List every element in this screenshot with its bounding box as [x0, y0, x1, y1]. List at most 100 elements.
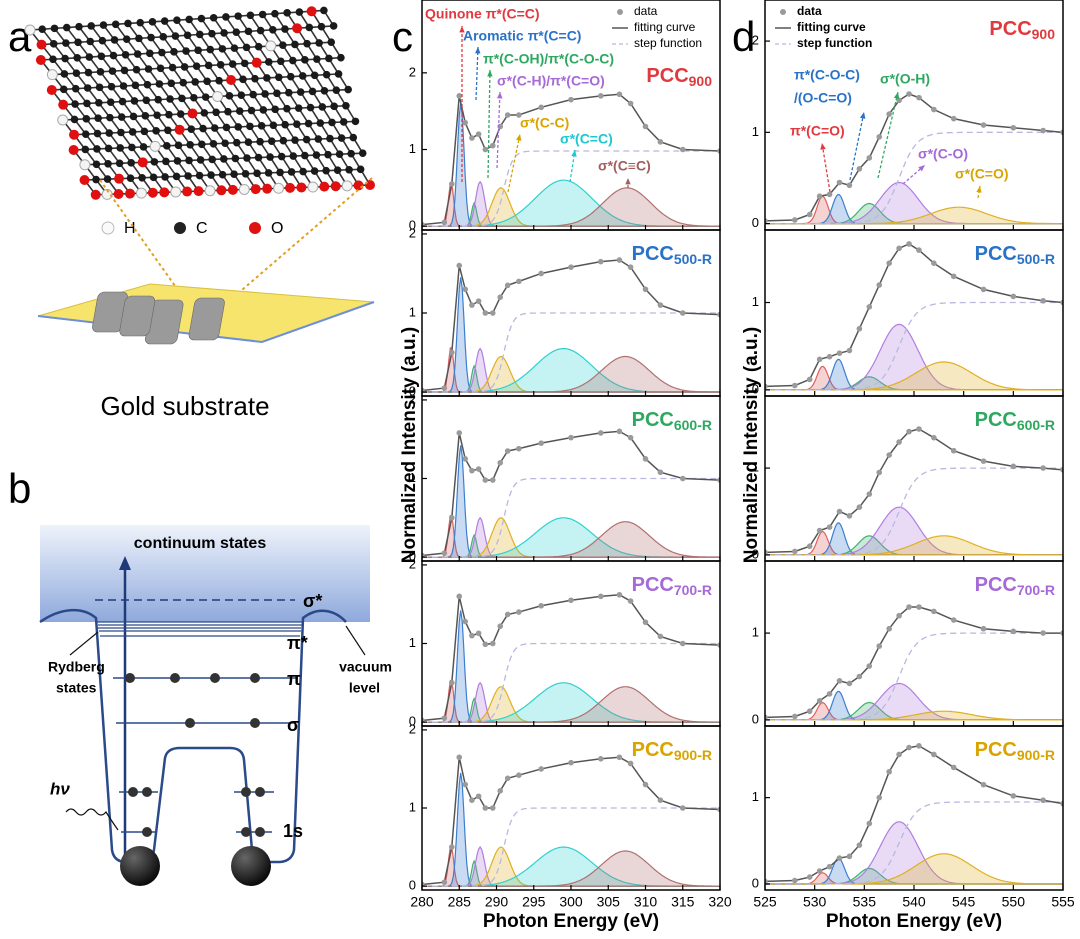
- atom: [97, 52, 106, 61]
- atom: [195, 171, 204, 180]
- atom: [154, 95, 163, 104]
- data-point: [896, 751, 902, 758]
- atom: [312, 151, 321, 159]
- atom: [59, 85, 68, 94]
- atom: [109, 51, 118, 60]
- data-point: [482, 146, 489, 153]
- x-tick-label: 280: [410, 894, 434, 910]
- data-point: [816, 698, 823, 704]
- nucleus: [231, 846, 271, 886]
- atom: [140, 127, 149, 136]
- arrow-head: [459, 26, 465, 33]
- data-point: [679, 640, 686, 647]
- y-tick-label: 2: [752, 33, 759, 48]
- atom: [199, 124, 207, 133]
- atom: [197, 140, 206, 149]
- atom: [337, 134, 346, 142]
- atom: [246, 11, 255, 20]
- x-tick-label: 555: [1051, 894, 1075, 910]
- atom: [173, 157, 182, 165]
- atom: [231, 154, 240, 163]
- annotation-arrow: [821, 142, 831, 193]
- atom: [92, 175, 100, 184]
- fit-peak: [765, 535, 1063, 556]
- legend-label: data: [797, 4, 822, 18]
- data-point: [836, 179, 843, 186]
- atom: [73, 53, 81, 62]
- level-label: σ: [287, 715, 299, 735]
- data-point: [504, 448, 511, 454]
- sample-sub: 700-R: [1017, 582, 1055, 598]
- atom: [117, 128, 125, 137]
- data-point: [916, 743, 922, 749]
- atom: [174, 141, 183, 150]
- peak-annotation: Quinone π*(C=C): [425, 6, 540, 22]
- data-point: [816, 527, 823, 534]
- atom: [144, 65, 153, 73]
- level-label: π*: [287, 633, 308, 653]
- peak-annotation: σ*(C≡C): [598, 158, 651, 174]
- pointer: [69, 631, 99, 656]
- atom: [324, 150, 332, 159]
- atom: [283, 9, 291, 17]
- data-point: [616, 91, 623, 98]
- data-point: [1010, 628, 1017, 635]
- atom: [244, 138, 253, 147]
- arrow-head: [516, 134, 522, 141]
- data-point: [950, 764, 957, 771]
- atom: [196, 156, 205, 164]
- peak-annotation: σ*(C-H)/π*(C=O): [497, 73, 605, 89]
- arrow-head: [625, 178, 631, 185]
- atom: [184, 172, 192, 180]
- data-point: [856, 673, 863, 680]
- atom: [170, 48, 178, 56]
- sample-base: PCC: [632, 409, 674, 431]
- caption: Gold substrate: [100, 391, 269, 421]
- data-point: [806, 708, 813, 715]
- data-point: [980, 286, 987, 293]
- atom: [294, 104, 303, 112]
- atom: [315, 39, 323, 47]
- atom: [136, 18, 145, 27]
- atom: [342, 101, 350, 110]
- data-point: [876, 643, 883, 649]
- atom: [187, 108, 198, 119]
- data-point: [806, 376, 813, 383]
- energy-levels: [113, 677, 298, 833]
- peak-annotation: σ*(C=C): [560, 131, 613, 147]
- atom: [322, 70, 331, 79]
- atom: [320, 6, 328, 15]
- atom: [143, 80, 152, 89]
- atom: [268, 26, 277, 34]
- atom: [120, 66, 129, 75]
- data-point: [449, 844, 455, 850]
- atom: [271, 105, 279, 114]
- atom: [281, 120, 289, 129]
- atom: [192, 62, 201, 70]
- atom: [36, 39, 47, 50]
- atom: [283, 104, 291, 113]
- x-tick-label: 525: [753, 894, 777, 910]
- data-point: [980, 625, 987, 632]
- data-point: [657, 797, 664, 803]
- sample-label: PCC700-R: [975, 574, 1055, 597]
- x-tick-label: 545: [952, 894, 976, 910]
- data-point: [504, 611, 511, 618]
- atom: [46, 85, 57, 95]
- atom: [206, 45, 215, 54]
- atom: [104, 144, 113, 153]
- atom: [118, 97, 127, 106]
- x-tick-label: 535: [853, 894, 877, 910]
- atom: [135, 187, 147, 199]
- data-point: [836, 678, 843, 684]
- data-point: [475, 466, 482, 472]
- peak-annotation: σ*(C-C): [520, 115, 569, 131]
- data-point: [497, 294, 504, 300]
- sample-label: PCC900-R: [632, 739, 712, 762]
- atom: [310, 71, 319, 80]
- atom: [130, 97, 139, 105]
- data-point: [469, 302, 475, 308]
- data-point: [856, 504, 863, 510]
- y-tick-label: 1: [409, 304, 416, 319]
- data-point: [876, 469, 883, 476]
